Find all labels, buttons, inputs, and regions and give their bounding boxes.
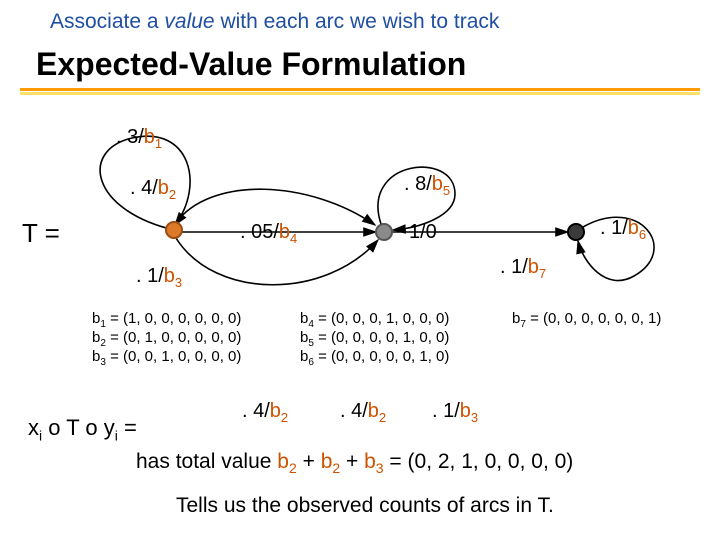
- conclusion-line: Tells us the observed counts of arcs in …: [176, 494, 554, 518]
- basis-vector: b7 = (0, 0, 0, 0, 0, 0, 1): [512, 310, 661, 330]
- xi: x: [28, 415, 39, 440]
- basis-vector: b5 = (0, 0, 0, 0, 1, 0, 0): [300, 329, 449, 349]
- path-label: . 1/b3: [432, 400, 478, 425]
- basis-vector: b4 = (0, 0, 0, 1, 0, 0, 0): [300, 310, 449, 330]
- arc-label: . 1/b6: [600, 217, 646, 242]
- basis-vector: b1 = (1, 0, 0, 0, 0, 0, 0): [92, 310, 241, 330]
- arc-label: . 3/b1: [116, 126, 162, 151]
- total-value-line: has total value b2 + b2 + b3 = (0, 2, 1,…: [136, 450, 573, 476]
- arc-label: . 05/b4: [240, 221, 297, 246]
- basis-vector: b2 = (0, 1, 0, 0, 0, 0, 0): [92, 329, 241, 349]
- basis-vector: b6 = (0, 0, 0, 0, 0, 1, 0): [300, 348, 449, 368]
- path-label: . 4/b2: [242, 400, 288, 425]
- arc-label: 1/0: [409, 221, 437, 244]
- lhs-mid: o T o: [42, 415, 104, 440]
- arc-label: . 1/b7: [500, 256, 546, 281]
- arc-label: . 8/b5: [404, 173, 450, 198]
- lhs-eq: =: [118, 415, 137, 440]
- arc-label: . 4/b2: [130, 177, 176, 202]
- bottom-lhs: xi o T o yi =: [28, 415, 137, 443]
- node-end: [567, 223, 585, 241]
- node-start: [165, 221, 183, 239]
- path-label: . 4/b2: [340, 400, 386, 425]
- arc-label: . 1/b3: [136, 265, 182, 290]
- yi: y: [104, 415, 115, 440]
- basis-vector: b3 = (0, 0, 1, 0, 0, 0, 0): [92, 348, 241, 368]
- node-mid: [375, 223, 393, 241]
